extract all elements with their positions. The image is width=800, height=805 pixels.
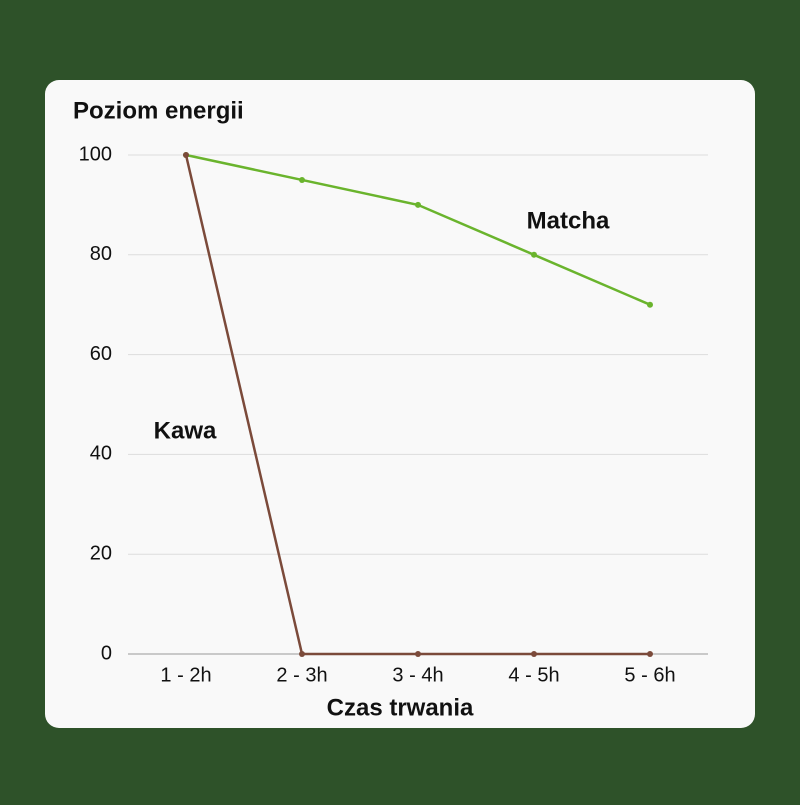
- y-tick-label: 100: [79, 143, 112, 165]
- card: [45, 80, 755, 728]
- series-label: Matcha: [527, 207, 610, 234]
- y-tick-label: 20: [90, 542, 112, 564]
- point: [183, 152, 189, 158]
- point: [647, 301, 653, 308]
- y-tick-label: 40: [90, 443, 112, 465]
- point: [415, 651, 421, 657]
- x-tick-label: 1 - 2h: [160, 664, 211, 686]
- x-axis-title: Czas trwania: [327, 694, 474, 721]
- x-tick-label: 4 - 5h: [508, 664, 559, 686]
- y-tick-label: 80: [90, 243, 112, 265]
- x-tick-label: 2 - 3h: [276, 664, 327, 686]
- y-tick-label: 0: [101, 642, 112, 664]
- point: [299, 176, 305, 183]
- point: [299, 651, 305, 657]
- point: [531, 251, 537, 258]
- point: [531, 651, 537, 657]
- point: [647, 651, 653, 657]
- point: [415, 201, 421, 208]
- x-tick-label: 3 - 4h: [392, 664, 443, 686]
- y-axis-title: Poziom energii: [73, 97, 244, 124]
- series-label: Kawa: [154, 417, 217, 444]
- x-tick-label: 5 - 6h: [624, 664, 675, 686]
- y-tick-label: 60: [90, 343, 112, 365]
